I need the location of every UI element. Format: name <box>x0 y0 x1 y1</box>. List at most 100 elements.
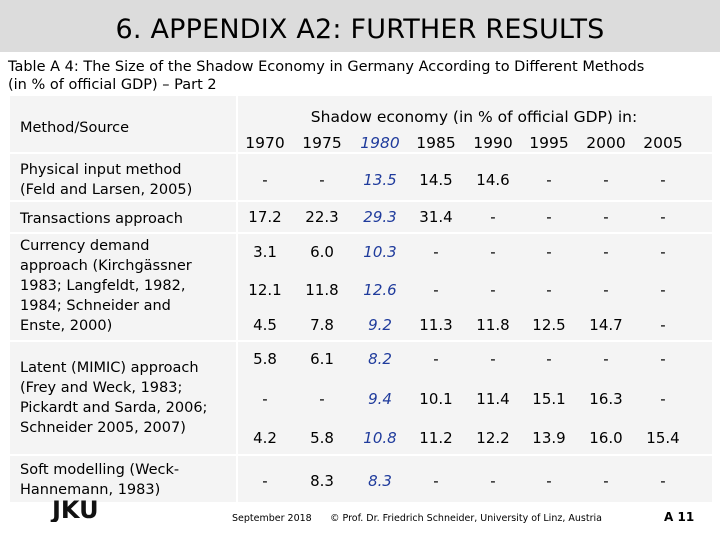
row-separator <box>10 200 712 202</box>
method-label-line: 1984; Schneider and <box>20 298 171 314</box>
method-label-line: (Frey and Weck, 1983; <box>20 380 183 396</box>
row-separator <box>10 152 712 154</box>
row-separator <box>10 232 712 234</box>
shadow-economy-header: Shadow economy (in % of official GDP) in… <box>310 108 638 126</box>
table-cell: - <box>603 208 609 226</box>
year-header-2000: 2000 <box>586 134 626 152</box>
table-cell: 17.2 <box>248 208 282 226</box>
table-cell: 7.8 <box>310 316 334 334</box>
method-label-line: Enste, 2000) <box>20 318 113 334</box>
method-label-line: Currency demand <box>20 238 150 254</box>
year-header-1975: 1975 <box>302 134 342 152</box>
table-cell: 13.9 <box>532 429 566 447</box>
table-cell: 12.6 <box>363 281 397 299</box>
table-caption-line-2: (in % of official GDP) – Part 2 <box>8 77 217 93</box>
year-header-1970: 1970 <box>245 134 285 152</box>
row-separator <box>10 340 712 342</box>
title-bar <box>0 0 720 52</box>
table-cell: - <box>603 281 609 299</box>
table-cell: 8.3 <box>310 472 334 490</box>
table-cell: 11.8 <box>476 316 510 334</box>
table-cell: - <box>546 243 552 261</box>
table-cell: 15.4 <box>646 429 680 447</box>
method-label-line: Hannemann, 1983) <box>20 482 161 498</box>
method-label: Currency demand approach (Kirchgässner 198… <box>20 236 192 336</box>
table-cell: - <box>546 350 552 368</box>
table-cell: - <box>603 243 609 261</box>
table-cell: - <box>546 171 552 189</box>
method-source-header: Method/Source <box>20 120 130 136</box>
method-label: Physical input method (Feld and Larsen, 2… <box>20 160 192 200</box>
year-header-1980: 1980 <box>360 134 400 152</box>
column-separator <box>236 96 238 502</box>
table-cell: - <box>603 350 609 368</box>
table-cell: 15.1 <box>532 390 566 408</box>
table-cell: 6.1 <box>310 350 334 368</box>
table-cell: 10.8 <box>363 429 397 447</box>
row-separator <box>10 454 712 456</box>
table-cell: - <box>490 281 496 299</box>
method-label-line: Schneider 2005, 2007) <box>20 420 186 436</box>
table-cell: 9.4 <box>368 390 392 408</box>
table-cell: 9.2 <box>368 316 392 334</box>
table-cell: 8.3 <box>368 472 392 490</box>
method-label-line: 1983; Langfeldt, 1982, <box>20 278 186 294</box>
method-label-line: approach (Kirchgässner <box>20 258 192 274</box>
method-label-line: Soft modelling (Weck- <box>20 462 180 478</box>
table-cell: 11.8 <box>305 281 339 299</box>
table-cell: - <box>603 472 609 490</box>
page-number: A 11 <box>664 510 695 524</box>
table-cell: 11.2 <box>419 429 453 447</box>
table-cell: - <box>490 472 496 490</box>
table-cell: - <box>660 208 666 226</box>
method-label-line: Physical input method <box>20 162 182 178</box>
table-cell: 4.2 <box>253 429 277 447</box>
table-cell: - <box>490 350 496 368</box>
table-cell: - <box>660 281 666 299</box>
method-label: Latent (MIMIC) approach (Frey and Weck, 1… <box>20 358 207 438</box>
table-cell: - <box>262 472 268 490</box>
table-cell: - <box>660 243 666 261</box>
table-cell: 29.3 <box>363 208 397 226</box>
table-cell: - <box>490 208 496 226</box>
jku-logo: JKU <box>50 496 99 522</box>
table-cell: - <box>660 390 666 408</box>
table-cell: 8.2 <box>368 350 392 368</box>
table-cell: 14.6 <box>476 171 510 189</box>
footer-date: September 2018 <box>232 513 312 524</box>
method-label-line: Pickardt and Sarda, 2006; <box>20 400 208 416</box>
table-cell: 5.8 <box>310 429 334 447</box>
table-cell: 4.5 <box>253 316 277 334</box>
table-cell: 13.5 <box>363 171 397 189</box>
table-caption-line-1: Table A 4: The Size of the Shadow Econom… <box>8 59 645 75</box>
table-cell: 10.3 <box>363 243 397 261</box>
jku-logo-text: JKU <box>50 496 99 522</box>
table-cell: - <box>546 208 552 226</box>
year-header-1995: 1995 <box>529 134 569 152</box>
table-cell: 14.7 <box>589 316 623 334</box>
table-cell: 16.3 <box>589 390 623 408</box>
table-cell: 6.0 <box>310 243 334 261</box>
table-cell: - <box>433 281 439 299</box>
table-cell: - <box>433 472 439 490</box>
table-cell: 5.8 <box>253 350 277 368</box>
table-cell: 14.5 <box>419 171 453 189</box>
footer-copyright: © Prof. Dr. Friedrich Schneider, Univers… <box>330 513 602 524</box>
table-cell: - <box>433 243 439 261</box>
table-cell: - <box>660 350 666 368</box>
table-cell: - <box>262 171 268 189</box>
table-panel <box>10 96 712 502</box>
table-cell: - <box>546 281 552 299</box>
table-cell: 12.2 <box>476 429 510 447</box>
table-cell: - <box>660 171 666 189</box>
table-cell: 3.1 <box>253 243 277 261</box>
table-cell: 31.4 <box>419 208 453 226</box>
table-cell: 12.5 <box>532 316 566 334</box>
table-cell: 10.1 <box>419 390 453 408</box>
table-cell: 11.4 <box>476 390 510 408</box>
table-cell: - <box>319 171 325 189</box>
year-header-1990: 1990 <box>473 134 513 152</box>
table-cell: - <box>490 243 496 261</box>
table-caption: Table A 4: The Size of the Shadow Econom… <box>8 58 708 94</box>
table-cell: - <box>660 472 666 490</box>
